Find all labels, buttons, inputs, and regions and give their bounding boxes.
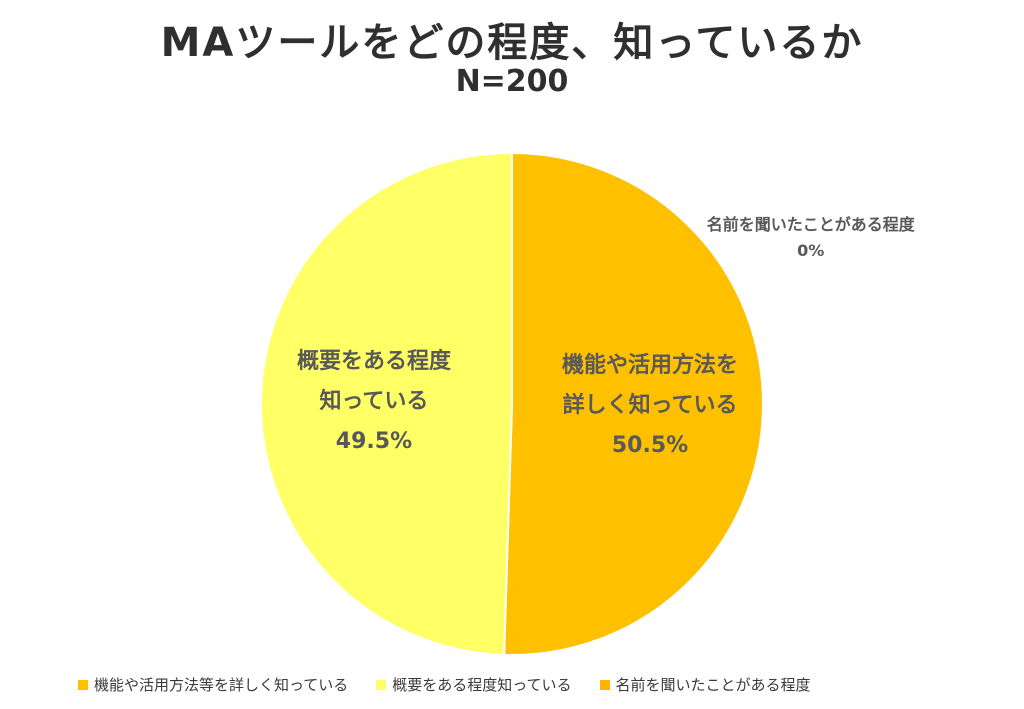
legend-label-overview: 概要をある程度知っている xyxy=(392,676,572,694)
legend-label-detailed: 機能や活用方法等を詳しく知っている xyxy=(94,676,349,694)
legend-swatch-overview xyxy=(376,679,387,690)
slice-value-label-heard-name: 0% xyxy=(797,241,824,260)
legend-item-heard-name: 名前を聞いたことがある程度 xyxy=(599,674,811,695)
legend: 機能や活用方法等を詳しく知っている 概要をある程度知っている 名前を聞いたことが… xyxy=(78,674,839,695)
slice-label-heard-name: 名前を聞いたことがある程度 0% xyxy=(707,215,916,260)
slice-label-overview: 概要をある程度知っている 49.5% xyxy=(297,348,452,454)
slice-category-label-detailed: 詳しく知っている xyxy=(563,392,738,418)
legend-item-overview: 概要をある程度知っている xyxy=(376,674,572,695)
pie-slice-detailed xyxy=(503,151,764,656)
chart-subtitle: N=200 xyxy=(455,64,569,99)
pie-slice-overview xyxy=(260,151,513,656)
chart-title: MAツールをどの程度、知っているか xyxy=(160,20,864,66)
legend-swatch-detailed xyxy=(78,679,88,690)
slice-category-label-heard-name: 名前を聞いたことがある程度 xyxy=(707,215,916,234)
legend-item-detailed: 機能や活用方法等を詳しく知っている xyxy=(78,674,348,695)
slice-category-label-overview: 知っている xyxy=(320,388,429,414)
slice-value-label-overview: 49.5% xyxy=(336,429,412,454)
slice-category-label-detailed: 機能や活用方法を xyxy=(562,352,738,378)
slice-category-label-overview: 概要をある程度 xyxy=(297,348,452,374)
slice-value-label-detailed: 50.5% xyxy=(612,433,688,458)
legend-label-heard-name: 名前を聞いたことがある程度 xyxy=(615,676,811,694)
legend-swatch-heard-name xyxy=(599,679,610,690)
